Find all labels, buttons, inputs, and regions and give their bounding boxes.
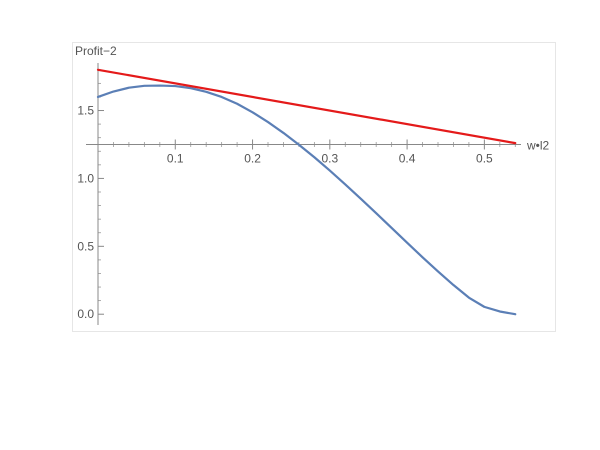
- x-tick-label: 0.4: [399, 151, 416, 165]
- series-line-1: [96, 84, 517, 316]
- x-tick-label: 0.3: [321, 151, 338, 165]
- x-axis-label: w•l2: [526, 138, 550, 152]
- y-tick-label: 1.0: [77, 171, 94, 185]
- series-layer: [96, 68, 517, 316]
- x-ticks: 0.1 0.2 0.3 0.4 0.5: [167, 139, 493, 165]
- y-tick-label: 1.5: [77, 104, 94, 118]
- y-tick-label: 0.0: [77, 307, 94, 321]
- series-line-2: [96, 68, 517, 145]
- x-tick-label: 0.5: [476, 151, 493, 165]
- plot-frame: 0.1 0.2 0.3 0.4 0.5 0.0 0.5 1.0 1.5 w•l2 Profit…: [72, 42, 556, 332]
- minor-ticks: [98, 69, 516, 302]
- axes: [86, 63, 521, 325]
- chart: 0.1 0.2 0.3 0.4 0.5 0.0 0.5 1.0 1.5 w•l2 Profit…: [75, 44, 550, 325]
- y-axis-label: Profit−2: [75, 44, 117, 58]
- y-tick-label: 0.5: [77, 239, 94, 253]
- y-ticks: 0.0 0.5 1.0 1.5: [77, 104, 104, 321]
- x-tick-label: 0.1: [167, 151, 184, 165]
- x-tick-label: 0.2: [244, 151, 261, 165]
